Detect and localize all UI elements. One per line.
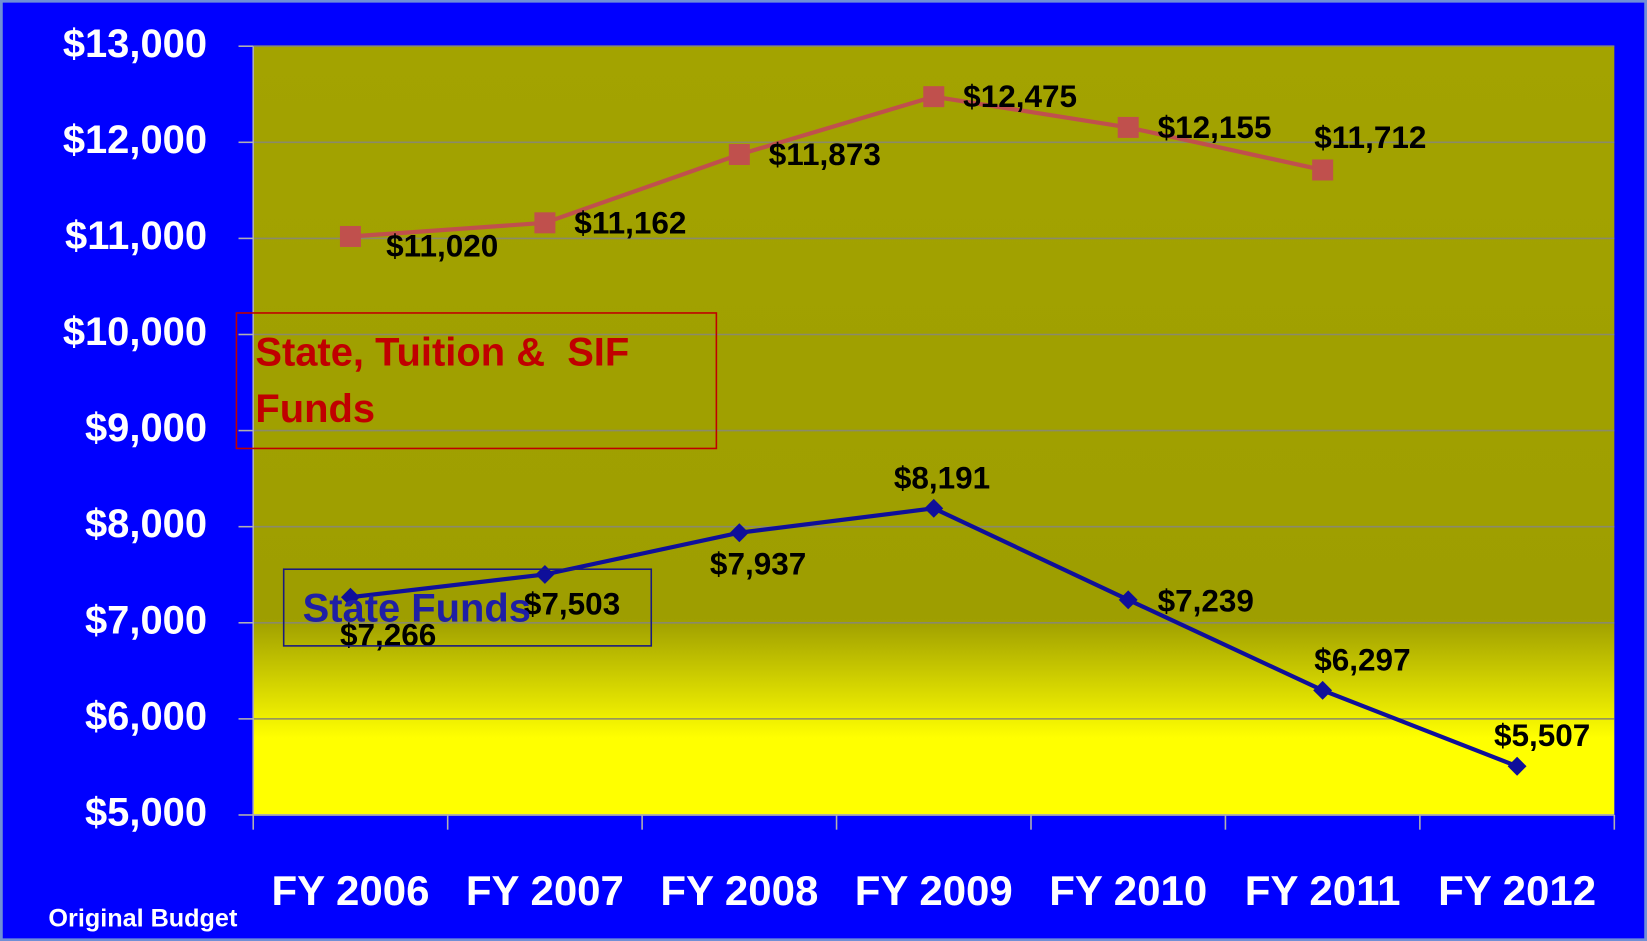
legend-entry: State Funds — [302, 587, 531, 632]
data-label: $5,507 — [1494, 717, 1590, 753]
y-tick-label: $8,000 — [85, 502, 207, 546]
y-tick-label: $7,000 — [85, 598, 207, 642]
x-tick-label: FY 2008 — [660, 867, 818, 914]
marker — [534, 212, 556, 234]
x-tick-label: FY 2006 — [271, 867, 429, 914]
legend-box — [235, 312, 718, 450]
marker — [1313, 680, 1333, 700]
y-tick-label: $13,000 — [63, 22, 207, 66]
marker — [1117, 116, 1139, 138]
data-label: $12,155 — [1158, 109, 1272, 145]
marker — [339, 225, 361, 247]
marker — [924, 498, 944, 518]
legend-box — [282, 568, 653, 647]
x-tick-label: FY 2010 — [1049, 867, 1207, 914]
annotation: Original Budget — [48, 905, 238, 933]
y-tick-label: $12,000 — [63, 118, 207, 162]
data-label: $8,191 — [894, 459, 990, 495]
data-label: $11,020 — [386, 227, 498, 263]
marker — [728, 144, 750, 166]
data-label: $7,503 — [524, 585, 620, 621]
x-tick-label: FY 2007 — [466, 867, 624, 914]
y-tick-label: $6,000 — [85, 694, 207, 738]
data-label: $11,162 — [574, 204, 686, 240]
marker — [1118, 590, 1138, 610]
legend-entry: State, Tuition & SIF Funds — [255, 330, 641, 432]
marker — [340, 587, 360, 607]
x-tick-label: FY 2009 — [855, 867, 1013, 914]
x-tick-label: FY 2011 — [1245, 867, 1401, 914]
y-tick-label: $9,000 — [85, 406, 207, 450]
data-label: $11,712 — [1314, 119, 1426, 155]
legend-label: State, Tuition & SIF Funds — [255, 330, 641, 432]
marker — [1312, 159, 1334, 181]
data-label: $12,475 — [963, 78, 1077, 114]
data-label: $7,937 — [710, 546, 806, 582]
series-line — [350, 94, 1324, 239]
marker — [923, 86, 945, 108]
data-label: $11,873 — [769, 136, 881, 172]
y-tick-label: $5,000 — [85, 791, 207, 835]
y-tick-label: $10,000 — [63, 310, 207, 354]
x-tick-label: FY 2012 — [1438, 867, 1596, 914]
legend-label: State Funds — [302, 587, 531, 632]
data-label: $7,239 — [1158, 582, 1254, 618]
marker — [729, 523, 749, 543]
data-label: $6,297 — [1314, 641, 1410, 677]
y-tick-label: $11,000 — [65, 214, 207, 258]
